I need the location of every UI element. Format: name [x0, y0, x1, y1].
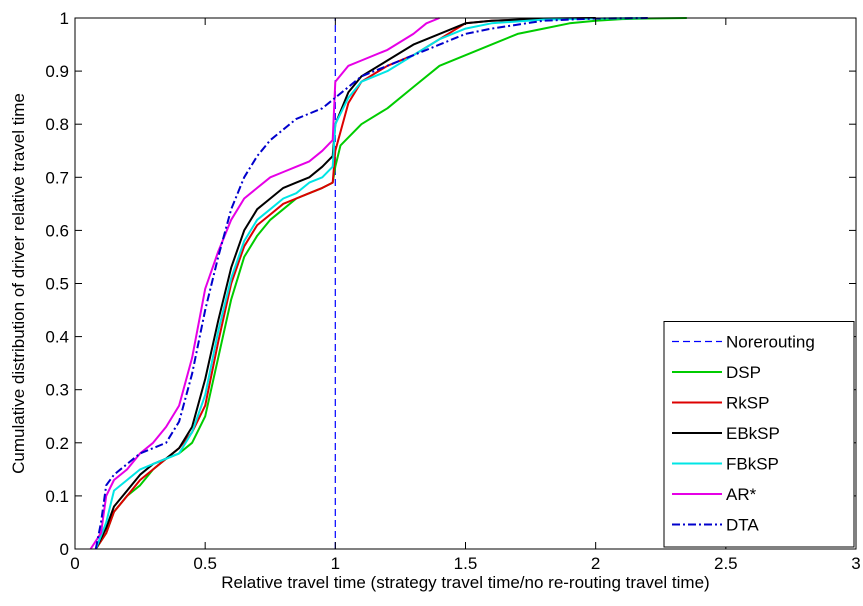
- y-tick-label: 0.2: [45, 434, 69, 453]
- series-line-ar: [89, 17, 440, 550]
- y-tick-label: 0.3: [45, 381, 69, 400]
- y-tick-label: 0.5: [45, 275, 69, 294]
- series-line-fbksp: [94, 17, 648, 550]
- series-line-ebksp: [94, 17, 596, 550]
- x-tick-label: 1.5: [454, 554, 478, 573]
- y-tick-label: 0.4: [45, 328, 69, 347]
- legend-label: AR*: [726, 485, 757, 504]
- legend-label: DSP: [726, 363, 761, 382]
- legend-box: [663, 321, 855, 548]
- y-tick-label: 0.9: [45, 62, 69, 81]
- legend-label: FBkSP: [726, 455, 779, 474]
- x-tick-label: 2: [591, 554, 600, 573]
- y-tick-label: 0.1: [45, 487, 69, 506]
- x-tick-label: 0: [70, 554, 79, 573]
- x-tick-label: 3: [851, 554, 860, 573]
- legend-label: RkSP: [726, 394, 769, 413]
- y-tick-label: 0: [60, 540, 69, 559]
- legend: Norerouting DSP RkSP EBkSP FBkSP AR* DTA: [663, 321, 855, 548]
- ticks-layer: 0 0.5 1 1.5 2 2.5 3 0 0.1 0.2 0.3 0.4 0.5 0.6 0.7 0.8 0.…: [45, 9, 860, 573]
- y-axis-label: Cumulative distribution of driver relati…: [9, 93, 28, 474]
- x-axis-label: Relative travel time (strategy travel ti…: [221, 573, 709, 592]
- y-tick-label: 0.7: [45, 168, 69, 187]
- series-layer: [89, 17, 687, 550]
- y-tick-label: 0.6: [45, 221, 69, 240]
- y-tick-label: 0.8: [45, 115, 69, 134]
- y-tick-label: 1: [60, 9, 69, 28]
- x-tick-label: 2.5: [714, 554, 738, 573]
- legend-label: EBkSP: [726, 424, 780, 443]
- series-line-dsp: [94, 17, 687, 550]
- series-line-dta: [94, 17, 648, 550]
- x-tick-label: 0.5: [193, 554, 217, 573]
- x-tick-label: 1: [331, 554, 340, 573]
- legend-label: Norerouting: [726, 333, 815, 352]
- legend-label: DTA: [726, 516, 759, 535]
